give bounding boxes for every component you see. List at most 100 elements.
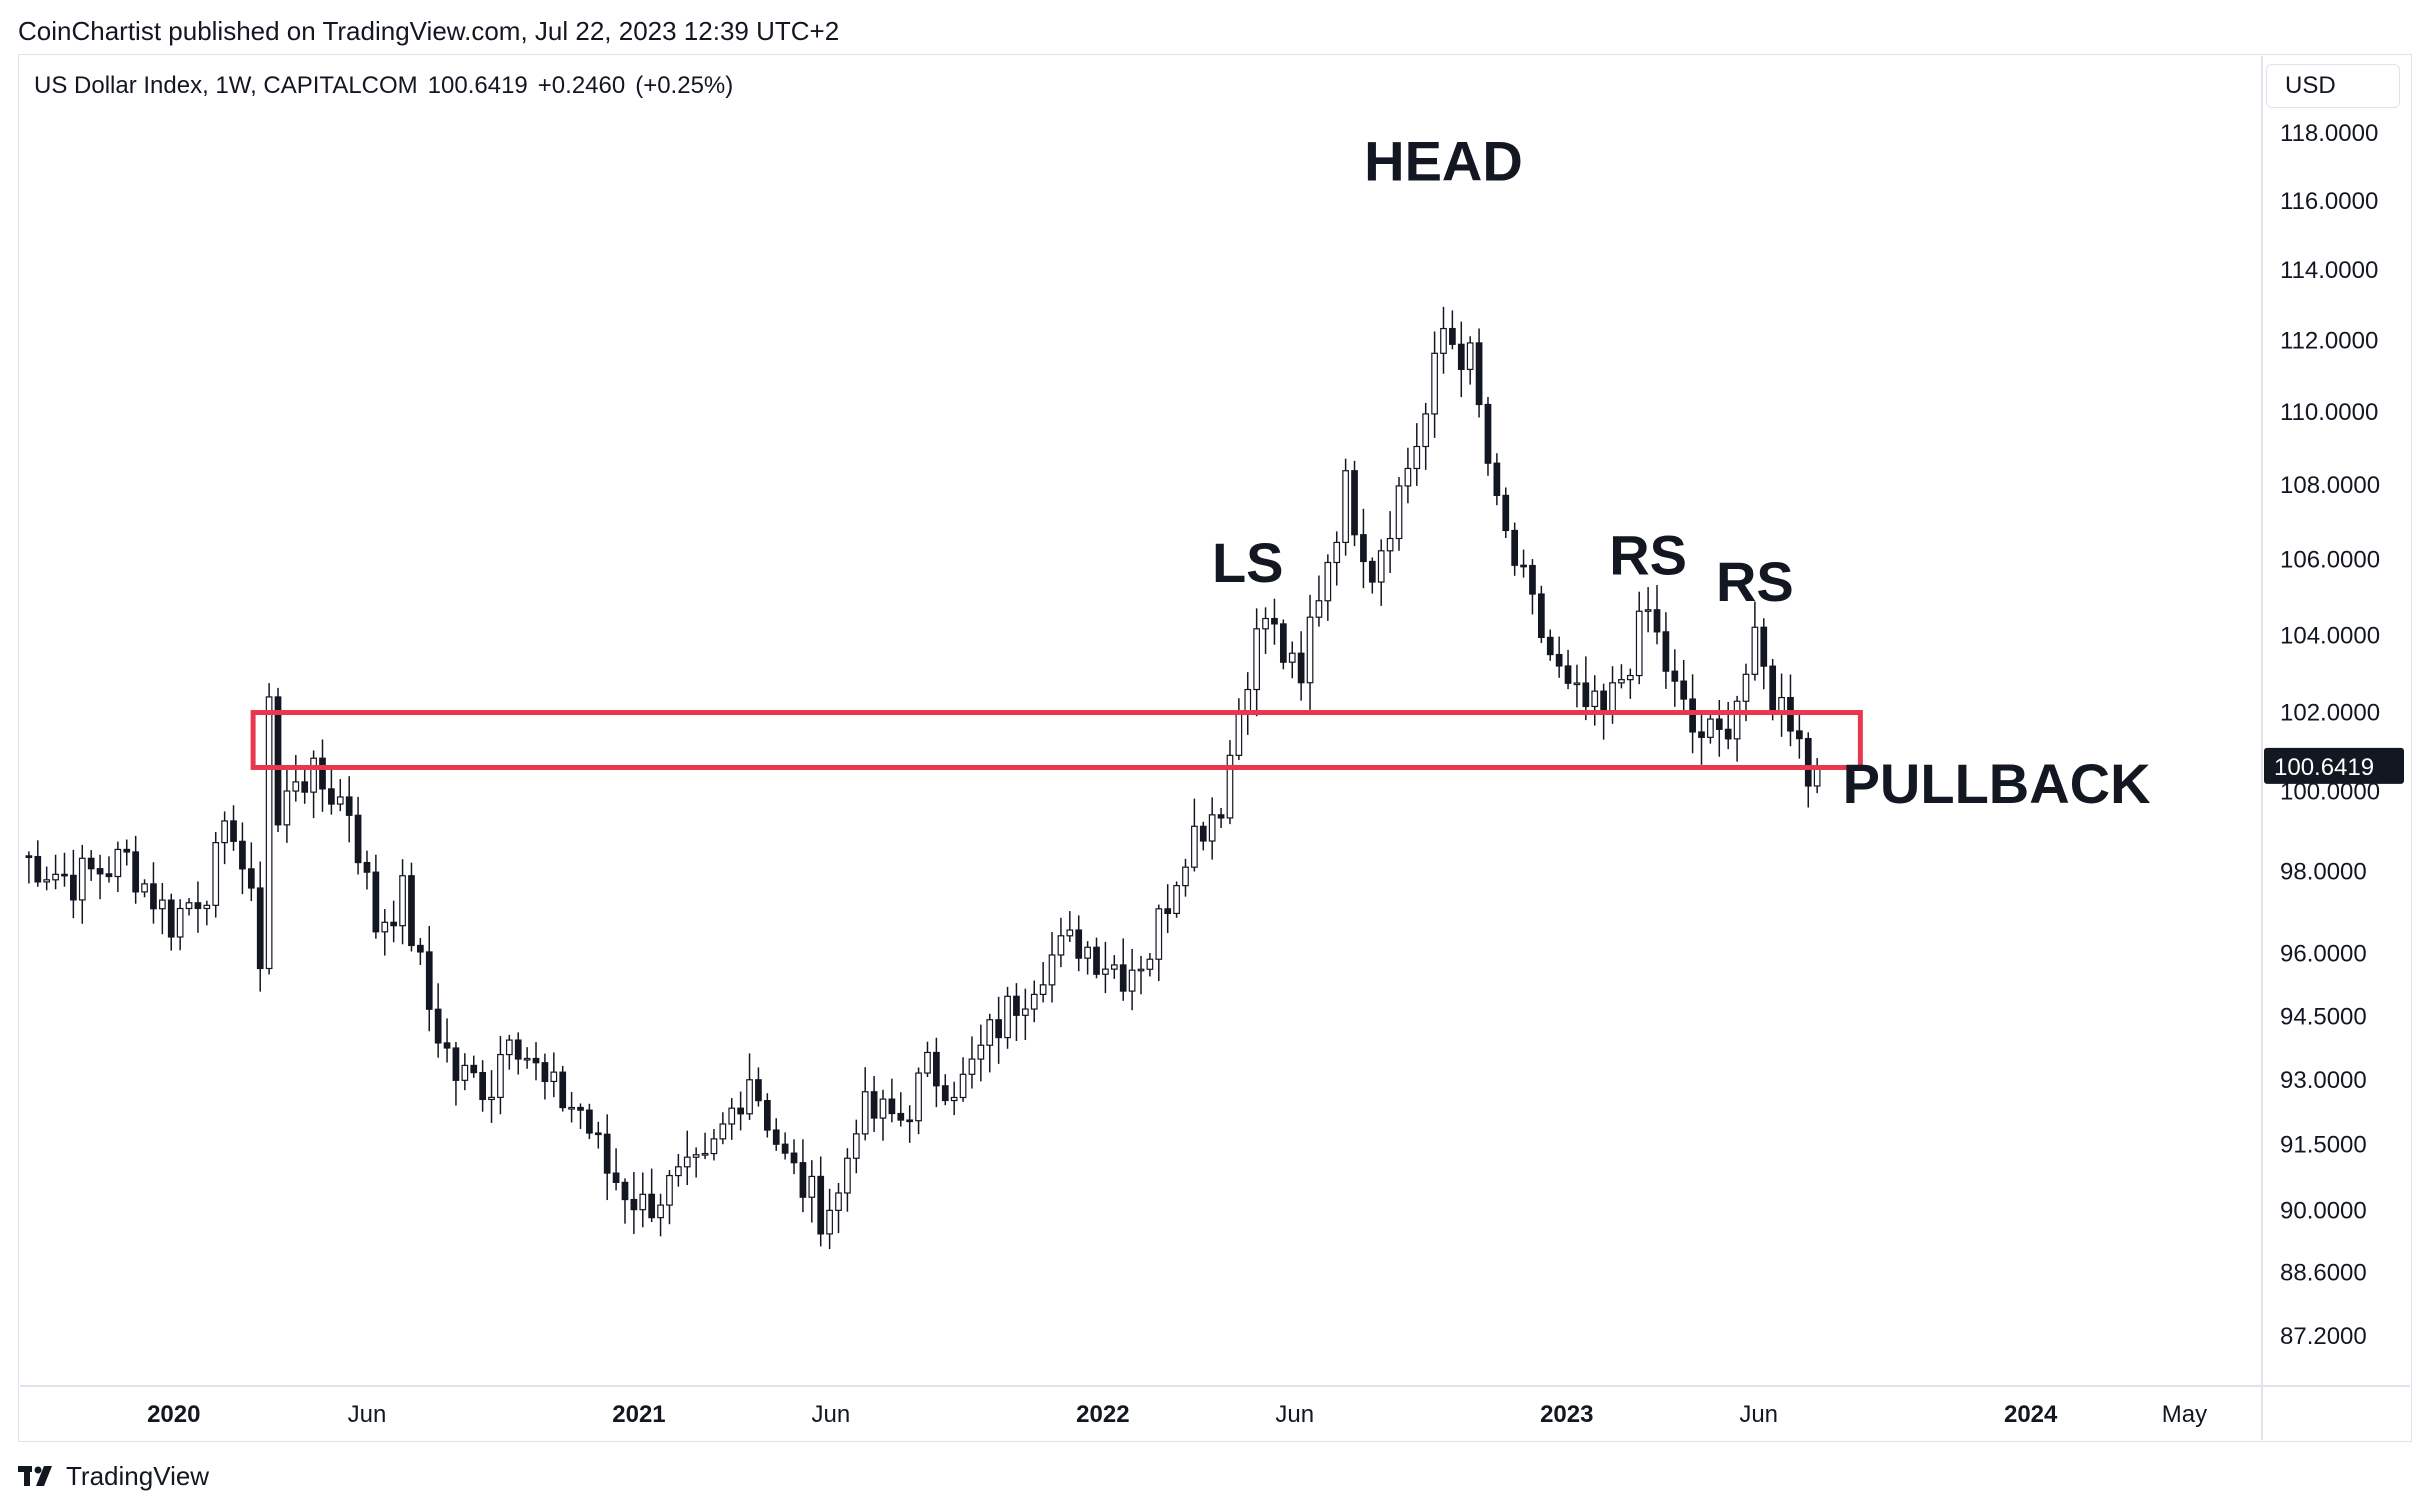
candle	[1520, 549, 1527, 578]
candle	[1226, 740, 1234, 825]
candle	[381, 909, 389, 956]
price-axis-label: 93.0000	[2280, 1067, 2367, 1094]
candle-body	[1502, 494, 1510, 532]
candle-body	[1119, 964, 1127, 992]
candle-body	[1689, 698, 1696, 733]
candle	[968, 1036, 976, 1089]
candle-body	[950, 1096, 958, 1102]
candle	[879, 1089, 887, 1141]
candle	[915, 1067, 922, 1135]
candle	[1182, 858, 1189, 897]
candle-body	[176, 907, 184, 938]
time-axis-label: 2023	[1540, 1401, 1593, 1428]
pattern-annotations: HEAD LS RS RS PULLBACK	[1212, 129, 2151, 815]
candle-body	[310, 757, 317, 793]
candle-body	[870, 1091, 878, 1119]
candle-body	[1288, 652, 1296, 663]
candle	[354, 796, 362, 875]
candle-body	[915, 1072, 922, 1122]
candle-body	[666, 1174, 673, 1206]
candle-body	[906, 1119, 914, 1123]
price-change: +0.2460	[537, 72, 626, 99]
candle-body	[1306, 616, 1314, 684]
price-axis-label: 116.0000	[2280, 188, 2378, 215]
candle-body	[212, 842, 220, 906]
candle-body	[1226, 754, 1234, 819]
candle	[505, 1034, 513, 1070]
candle-body	[1084, 946, 1091, 959]
candle-body	[283, 790, 291, 826]
candle	[1502, 487, 1510, 538]
candle-body	[319, 757, 326, 790]
candle-body	[141, 883, 148, 893]
candle	[826, 1188, 833, 1249]
candle	[1075, 915, 1083, 972]
candle-body	[1030, 993, 1038, 1010]
candle-body	[1279, 623, 1287, 663]
time-axis-label: 2022	[1076, 1401, 1129, 1428]
candle-body	[541, 1062, 549, 1083]
price-axis-label: 88.6000	[2280, 1260, 2367, 1287]
price-chart[interactable]: HEAD LS RS RS PULLBACK 118.0000 116.0000 114.0…	[0, 0, 2428, 1456]
candle	[710, 1129, 718, 1161]
candle-body	[835, 1192, 842, 1211]
symbol-name[interactable]: US Dollar Index, 1W, CAPITALCOM	[34, 72, 418, 99]
candle-body	[461, 1064, 469, 1081]
candle	[675, 1154, 682, 1187]
candle	[212, 831, 220, 918]
candle-body	[1484, 403, 1492, 464]
candle	[1733, 695, 1741, 762]
candle	[755, 1067, 762, 1107]
candle-body	[239, 840, 246, 870]
candle-body	[1173, 885, 1180, 915]
candle-body	[523, 1057, 531, 1061]
time-axis[interactable]: 2020 Jun 2021 Jun 2022 Jun 2023 Jun 2024 May	[147, 1401, 2207, 1428]
candle-body	[639, 1193, 647, 1211]
candle-body	[1804, 737, 1812, 787]
price-axis-label: 94.5000	[2280, 1003, 2367, 1030]
price-axis[interactable]: 118.0000 116.0000 114.0000 112.0000 110.0000…	[2280, 120, 2380, 1350]
price-axis-label: 91.5000	[2280, 1132, 2367, 1159]
candle-body	[1182, 866, 1189, 887]
candle	[43, 866, 51, 891]
tradingview-brand[interactable]: TradingView	[66, 1460, 210, 1491]
candle	[924, 1041, 931, 1078]
candle	[1751, 601, 1759, 681]
candle	[1021, 988, 1029, 1041]
tradingview-logo-icon[interactable]	[18, 1464, 58, 1488]
candle	[452, 1041, 460, 1106]
candle-body	[1342, 470, 1349, 544]
candle-body	[381, 921, 389, 933]
candle	[1653, 585, 1661, 645]
candle-body	[986, 1019, 994, 1046]
candle-body	[167, 899, 175, 938]
candle	[461, 1053, 469, 1091]
candle-body	[977, 1044, 985, 1060]
candle	[176, 899, 184, 951]
candle	[986, 1013, 994, 1073]
time-axis-label: Jun	[1739, 1401, 1778, 1428]
candle	[1449, 310, 1456, 350]
candle-body	[1368, 560, 1376, 583]
candle-body	[1404, 467, 1412, 487]
candle-body	[1004, 995, 1011, 1039]
last-price-tag: 100.6419	[2264, 747, 2404, 784]
time-axis-label: Jun	[1275, 1401, 1314, 1428]
candle	[78, 844, 86, 924]
price-axis-label: 90.0000	[2280, 1197, 2367, 1224]
candle-body	[1626, 674, 1634, 681]
candle-body	[790, 1152, 798, 1164]
candle	[1217, 808, 1225, 828]
candle	[185, 898, 193, 916]
candle-body	[1057, 935, 1065, 956]
candle	[701, 1132, 709, 1160]
annotation-rs: RS	[1609, 524, 1687, 587]
candle-body	[675, 1166, 682, 1177]
candle-body	[1128, 969, 1136, 992]
candle	[1395, 476, 1403, 551]
candle-body	[123, 848, 131, 853]
candle	[933, 1037, 940, 1108]
candle	[1662, 612, 1670, 689]
currency-button[interactable]: USD	[2266, 64, 2400, 108]
candle	[61, 852, 68, 887]
